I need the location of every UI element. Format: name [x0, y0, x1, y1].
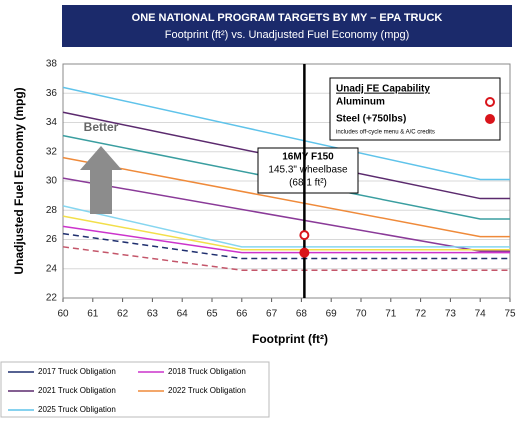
series-line — [62, 215, 510, 251]
x-tick-label: 72 — [415, 309, 427, 320]
legend — [0, 361, 270, 418]
x-tick-label: 64 — [177, 309, 189, 320]
series-line — [62, 225, 510, 254]
x-tick-label: 66 — [236, 309, 248, 320]
legend-label: 2022 Truck Obligation — [168, 386, 246, 395]
better-arrow — [80, 146, 122, 214]
annotation: (68.1 ft²) — [289, 178, 327, 189]
legend-label: 2018 Truck Obligation — [168, 367, 246, 376]
y-axis-label: Unadjusted Fuel Economy (mpg) — [12, 87, 26, 274]
y-tick-label: 38 — [46, 59, 58, 70]
x-tick-label: 63 — [147, 309, 159, 320]
x-tick-label: 70 — [355, 309, 367, 320]
x-tick-label: 60 — [57, 309, 69, 320]
x-tick-label: 69 — [326, 309, 338, 320]
capability-note: includes off-cycle menu & A/C credits — [336, 130, 435, 136]
x-tick-label: 71 — [385, 309, 397, 320]
x-tick-label: 68 — [296, 309, 308, 320]
y-tick-label: 32 — [46, 146, 58, 157]
x-tick-label: 73 — [445, 309, 457, 320]
series-line — [62, 205, 510, 248]
chart-title: ONE NATIONAL PROGRAM TARGETS BY MY – EPA… — [132, 12, 443, 24]
series-line — [62, 156, 510, 238]
series-line — [62, 111, 510, 200]
capability-legend — [329, 77, 501, 141]
y-tick-label: 22 — [46, 293, 58, 304]
x-axis-label: Footprint (ft²) — [252, 332, 328, 346]
annotation: 16MY F150 — [282, 152, 334, 163]
legend-marker — [485, 114, 495, 124]
plot — [62, 63, 511, 302]
legend-label: 2021 Truck Obligation — [38, 386, 116, 395]
legend-label: 2017 Truck Obligation — [38, 367, 116, 376]
legend-label: Aluminum — [336, 97, 385, 108]
x-tick-label: 65 — [206, 309, 218, 320]
series-line — [62, 232, 510, 260]
series-line — [62, 86, 510, 181]
x-tick-label: 62 — [117, 309, 129, 320]
series-line — [62, 246, 510, 271]
better-label: Better — [84, 120, 119, 134]
series-line — [62, 134, 510, 220]
x-tick-label: 75 — [504, 309, 516, 320]
y-tick-label: 34 — [46, 117, 58, 128]
y-tick-label: 24 — [46, 263, 58, 274]
plot-frame — [62, 63, 511, 299]
chart-subtitle: Footprint (ft²) vs. Unadjusted Fuel Econ… — [165, 29, 410, 41]
title-banner — [62, 5, 512, 47]
legend-marker — [485, 97, 495, 107]
annotation-box — [257, 147, 359, 194]
legend-label: 2025 Truck Obligation — [38, 405, 116, 414]
legend-label: Steel (+750lbs) — [336, 114, 406, 125]
x-tick-label: 67 — [266, 309, 278, 320]
y-tick-label: 26 — [46, 234, 58, 245]
annotation: 145.3" wheelbase — [268, 165, 348, 176]
y-tick-label: 30 — [46, 176, 58, 187]
data-point — [299, 247, 310, 258]
x-tick-label: 61 — [87, 309, 99, 320]
x-tick-label: 74 — [475, 309, 487, 320]
y-tick-label: 28 — [46, 205, 58, 216]
series-line — [62, 177, 510, 252]
y-tick-label: 36 — [46, 88, 58, 99]
capability-legend-title: Unadj FE Capability — [336, 84, 430, 95]
data-point — [299, 230, 310, 241]
